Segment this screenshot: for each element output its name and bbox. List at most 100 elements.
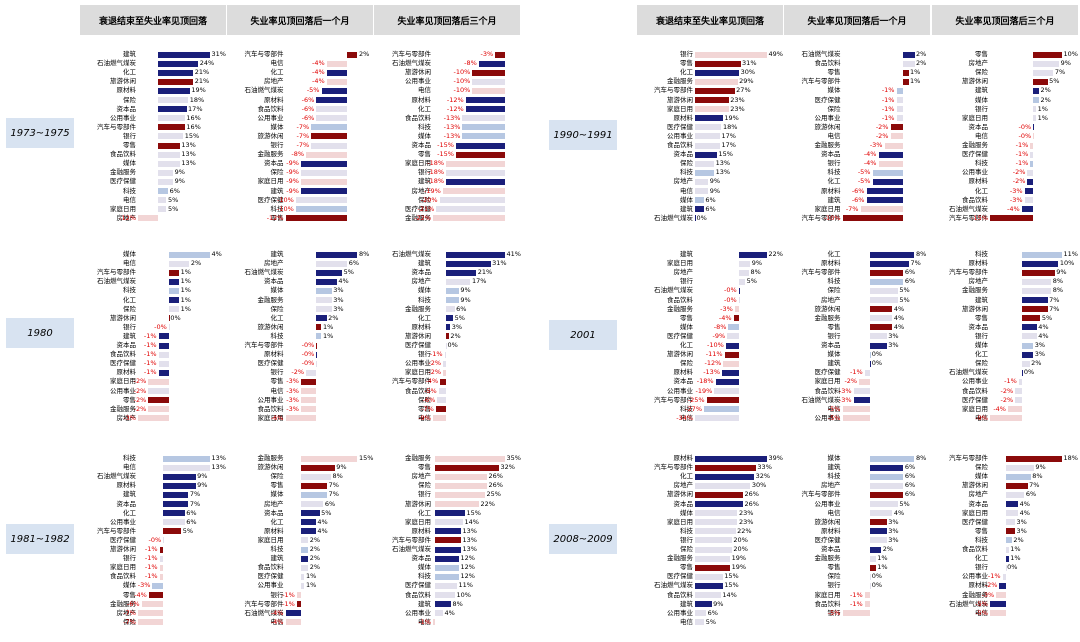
value-label-p5-one-month-after-12: 1% bbox=[877, 563, 888, 572]
bar-p4-one-month-after-2 bbox=[870, 269, 904, 276]
category-label-p3-three-months-after-9: 电信 bbox=[975, 131, 988, 140]
category-label-p3-three-months-after-7: 家庭日用 bbox=[962, 113, 988, 122]
bar-p3-three-months-after-4 bbox=[1033, 87, 1039, 94]
category-label-p0-recession-to-peak-0: 建筑 bbox=[123, 50, 136, 58]
bar-p2-recession-to-peak-8 bbox=[163, 528, 182, 535]
category-label-p3-one-month-after-12: 银行 bbox=[827, 159, 841, 168]
category-label-p2-recession-to-peak-13: 食品饮料 bbox=[110, 572, 136, 581]
bar-p4-one-month-after-10 bbox=[870, 342, 887, 349]
value-label-p4-three-months-after-2: 9% bbox=[1056, 268, 1067, 277]
value-label-p1-one-month-after-11: -0% bbox=[301, 350, 315, 359]
category-label-p5-three-months-after-6: 家庭日用 bbox=[962, 508, 988, 517]
value-label-p0-one-month-after-0: 2% bbox=[359, 50, 370, 58]
category-label-p3-recession-to-peak-15: 电信 bbox=[680, 186, 693, 195]
category-label-p2-recession-to-peak-4: 建筑 bbox=[123, 490, 136, 499]
value-label-p4-one-month-after-5: 5% bbox=[899, 295, 910, 304]
value-label-p1-one-month-after-18: -6% bbox=[270, 413, 284, 422]
bar-p5-one-month-after-16 bbox=[864, 601, 871, 608]
category-label-p4-three-months-after-7: 零售 bbox=[975, 313, 988, 322]
bar-p2-recession-to-peak-7 bbox=[163, 519, 185, 526]
value-label-p1-three-months-after-7: 5% bbox=[454, 313, 465, 322]
category-label-p2-three-months-after-12: 媒体 bbox=[418, 563, 431, 572]
category-label-p0-recession-to-peak-1: 石油燃气煤炭 bbox=[97, 59, 136, 68]
bar-p0-recession-to-peak-11 bbox=[158, 151, 180, 158]
bar-p1-recession-to-peak-10 bbox=[158, 342, 169, 349]
category-label-p3-three-months-after-17: 石油燃气煤炭 bbox=[949, 204, 988, 213]
category-label-p5-one-month-after-16: 食品饮料 bbox=[814, 599, 841, 608]
bar-p4-three-months-after-0 bbox=[1022, 251, 1062, 258]
category-label-p5-recession-to-peak-14: 石油燃气煤炭 bbox=[654, 581, 693, 590]
bar-p1-one-month-after-8 bbox=[316, 324, 322, 331]
category-label-p0-one-month-after-6: 食品饮料 bbox=[257, 104, 284, 113]
category-label-p5-one-month-after-6: 电信 bbox=[827, 508, 841, 517]
category-label-p4-one-month-after-6: 旅游休闲 bbox=[814, 304, 841, 313]
value-label-p5-three-months-after-15: -3% bbox=[981, 590, 995, 599]
bar-p2-recession-to-peak-3 bbox=[163, 482, 196, 489]
value-label-p0-three-months-after-15: -19% bbox=[424, 186, 441, 195]
bar-p3-one-month-after-16 bbox=[866, 197, 903, 204]
bar-p2-recession-to-peak-12 bbox=[159, 564, 164, 571]
bar-p0-three-months-after-5 bbox=[465, 97, 505, 103]
bar-p4-three-months-after-5 bbox=[1022, 297, 1048, 303]
category-label-p1-one-month-after-5: 金融服务 bbox=[257, 295, 284, 304]
category-label-p1-one-month-after-7: 化工 bbox=[270, 313, 284, 322]
bar-p2-three-months-after-5 bbox=[435, 501, 479, 507]
category-label-p1-recession-to-peak-2: 汽车与零部件 bbox=[97, 268, 136, 277]
category-label-p5-three-months-after-2: 媒体 bbox=[975, 472, 988, 481]
category-label-p4-three-months-after-12: 保险 bbox=[975, 359, 988, 368]
category-label-p3-one-month-after-3: 汽车与零部件 bbox=[801, 77, 841, 86]
value-label-p0-three-months-after-18: -22% bbox=[414, 213, 431, 222]
bar-p0-recession-to-peak-2 bbox=[158, 69, 194, 76]
category-label-p3-one-month-after-2: 零售 bbox=[827, 68, 841, 77]
category-label-p4-three-months-after-11: 化工 bbox=[975, 350, 988, 359]
category-label-p1-three-months-after-4: 媒体 bbox=[418, 286, 431, 295]
bar-p3-one-month-after-2 bbox=[902, 69, 909, 76]
value-label-p4-recession-to-peak-15: -19% bbox=[695, 386, 713, 395]
category-label-p5-recession-to-peak-6: 媒体 bbox=[680, 508, 693, 517]
category-label-p4-recession-to-peak-8: 媒体 bbox=[680, 322, 693, 331]
bar-p1-one-month-after-12 bbox=[316, 360, 317, 367]
bar-p4-recession-to-peak-12 bbox=[723, 360, 739, 367]
bar-p3-one-month-after-7 bbox=[896, 115, 903, 122]
value-label-p0-one-month-after-17: -10% bbox=[276, 204, 294, 213]
category-label-p5-recession-to-peak-16: 建筑 bbox=[680, 599, 693, 608]
category-label-p2-three-months-after-14: 医疗保健 bbox=[405, 581, 431, 590]
value-label-p2-three-months-after-18: -1% bbox=[418, 617, 431, 626]
value-label-p3-recession-to-peak-1: 31% bbox=[742, 59, 757, 68]
value-label-p3-one-month-after-4: -1% bbox=[881, 86, 895, 95]
bar-p4-recession-to-peak-5 bbox=[738, 297, 740, 303]
value-label-p3-recession-to-peak-11: 15% bbox=[718, 150, 733, 159]
category-label-p3-one-month-after-1: 食品饮料 bbox=[814, 59, 841, 68]
bar-p5-recession-to-peak-6 bbox=[695, 510, 738, 517]
value-label-p5-one-month-after-2: 6% bbox=[904, 472, 916, 481]
category-label-p3-one-month-after-8: 旅游休闲 bbox=[814, 122, 841, 131]
value-label-p3-three-months-after-4: 2% bbox=[1040, 86, 1051, 95]
bar-p1-three-months-after-18 bbox=[433, 415, 446, 422]
value-label-p5-one-month-after-4: 6% bbox=[904, 490, 916, 499]
bar-p4-three-months-after-17 bbox=[1008, 406, 1023, 413]
value-label-p5-recession-to-peak-17: 6% bbox=[707, 608, 718, 617]
category-label-p5-one-month-after-9: 医疗保健 bbox=[814, 535, 841, 544]
category-label-p4-recession-to-peak-3: 银行 bbox=[680, 277, 693, 286]
bar-p1-three-months-after-15 bbox=[438, 388, 446, 394]
bar-p5-one-month-after-8 bbox=[870, 528, 887, 535]
bar-p5-one-month-after-13 bbox=[870, 573, 871, 580]
bar-p0-three-months-after-1 bbox=[478, 60, 505, 67]
bar-p1-recession-to-peak-1 bbox=[168, 260, 190, 267]
bar-p1-three-months-after-7 bbox=[445, 315, 454, 322]
bar-p2-three-months-after-0 bbox=[435, 455, 505, 462]
bar-p0-recession-to-peak-5 bbox=[158, 97, 189, 103]
bar-p3-one-month-after-3 bbox=[902, 78, 909, 85]
bar-p0-recession-to-peak-7 bbox=[158, 115, 185, 122]
category-label-p2-one-month-after-16: 汽车与零部件 bbox=[244, 599, 284, 608]
bar-p0-recession-to-peak-14 bbox=[158, 178, 174, 185]
category-label-p5-recession-to-peak-7: 家庭日用 bbox=[667, 517, 693, 526]
bar-p2-three-months-after-2 bbox=[435, 473, 487, 480]
bar-p1-recession-to-peak-8 bbox=[168, 324, 170, 331]
value-label-p1-one-month-after-2: 5% bbox=[343, 268, 354, 277]
category-label-p0-one-month-after-10: 银行 bbox=[270, 141, 284, 149]
bar-p4-three-months-after-9 bbox=[1022, 333, 1037, 340]
bar-p1-three-months-after-3 bbox=[445, 278, 471, 285]
value-label-p5-one-month-after-6: 4% bbox=[893, 508, 905, 517]
value-label-p5-recession-to-peak-2: 32% bbox=[755, 472, 771, 481]
